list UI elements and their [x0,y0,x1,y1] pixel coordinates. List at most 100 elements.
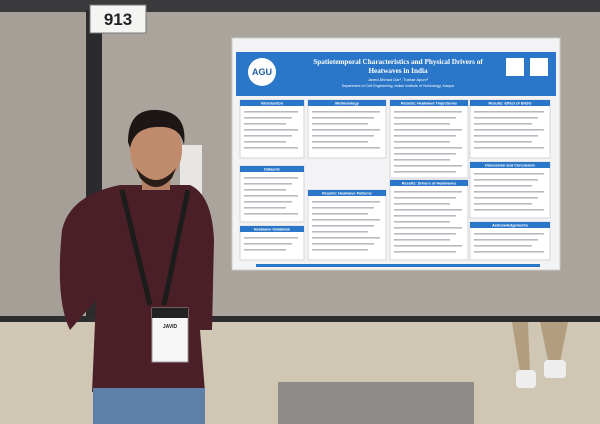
text-line [312,207,374,209]
text-line [244,195,298,197]
poster-panel [239,165,305,223]
text-line [474,185,532,187]
floor-plate [278,382,474,424]
text-line [244,243,292,245]
poster-title: Spatiotemporal Characteristics and Physi… [313,58,483,66]
top-frame [0,0,600,12]
text-line [312,135,374,137]
text-line [244,183,292,185]
poster-footer [256,264,540,267]
poster-panel [469,161,551,219]
panel-title: Results: Effect of ENSO [488,102,531,106]
logo-circle [248,58,276,86]
text-line [312,243,374,245]
text-line [394,153,456,155]
person: JAVID [59,109,214,424]
badge-header [152,308,188,318]
face [130,117,182,183]
poster-panel [389,179,469,261]
hair [128,109,185,148]
text-line [474,245,532,247]
booth-number: 913 [104,10,132,29]
text-line [394,203,450,205]
text-line [394,159,450,161]
text-line [394,123,450,125]
leg [512,322,530,372]
panel-header [390,180,468,186]
text-line [394,251,456,253]
panel-title: Results: Heatwave Trajectories [401,102,457,106]
text-line [474,173,544,175]
poster-authors: Javed Ahmad Dar¹, Tushar Apurv¹ [368,77,429,82]
text-line [394,129,462,131]
text-line [394,197,456,199]
text-line [244,249,286,251]
panel-title: Results: Heatwave Patterns [322,192,372,196]
panel-title: Acknowledgements [492,224,528,228]
booth-sign [89,4,147,34]
panel-title: Heatwave Validation [254,228,291,232]
beard [136,168,176,187]
text-line [474,209,544,211]
text-line [474,197,538,199]
text-line [394,239,450,241]
shoe [544,360,566,378]
panel-header [470,100,550,106]
poster: AGU Spatiotemporal Characteristics and P… [231,37,561,271]
text-line [312,213,368,215]
text-line [312,249,368,251]
panel-header [308,190,386,196]
text-line [244,141,286,143]
panel-title: Discussion and Conclusion [485,164,535,168]
panel-title: Results: Drivers of Heatwaves [402,182,456,186]
text-line [312,147,380,149]
panel-header [308,100,386,106]
text-line [394,191,462,193]
poster-panel [469,221,551,261]
text-line [244,189,286,191]
text-line [394,141,450,143]
panel-header [240,100,304,106]
text-line [244,213,298,215]
text-line [474,239,538,241]
panel-title: Datasets [264,168,280,172]
text-line [474,147,544,149]
badge-name: JAVID [163,324,178,330]
text-line [394,209,462,211]
text-line [394,233,456,235]
text-line [474,123,532,125]
text-line [394,117,456,119]
text-line [474,129,544,131]
text-line [474,117,538,119]
text-line [474,251,544,253]
text-line [312,201,380,203]
text-line [312,141,368,143]
text-line [394,221,450,223]
text-line [244,117,292,119]
leg [540,322,568,362]
panel-title: Methodology [335,102,360,106]
text-line [312,129,380,131]
text-line [244,237,298,239]
panel-title: Introduction [261,102,284,106]
panel-header [240,166,304,172]
text-line [474,203,532,205]
text-line [474,141,532,143]
panel-header [240,226,304,232]
text-line [244,207,286,209]
text-line [394,147,462,149]
panel-header [470,222,550,228]
panel-header [470,162,550,168]
board-base [0,316,600,322]
text-line [244,147,298,149]
poster-affiliation: Department of Civil Engineering, Indian … [342,84,455,88]
text-line [394,165,462,167]
logo-box [506,58,524,76]
panel-header [390,100,468,106]
text-line [474,179,538,181]
text-line [474,111,544,113]
text-line [394,245,462,247]
text-line [312,231,368,233]
text-line [474,233,544,235]
text-line [312,225,374,227]
